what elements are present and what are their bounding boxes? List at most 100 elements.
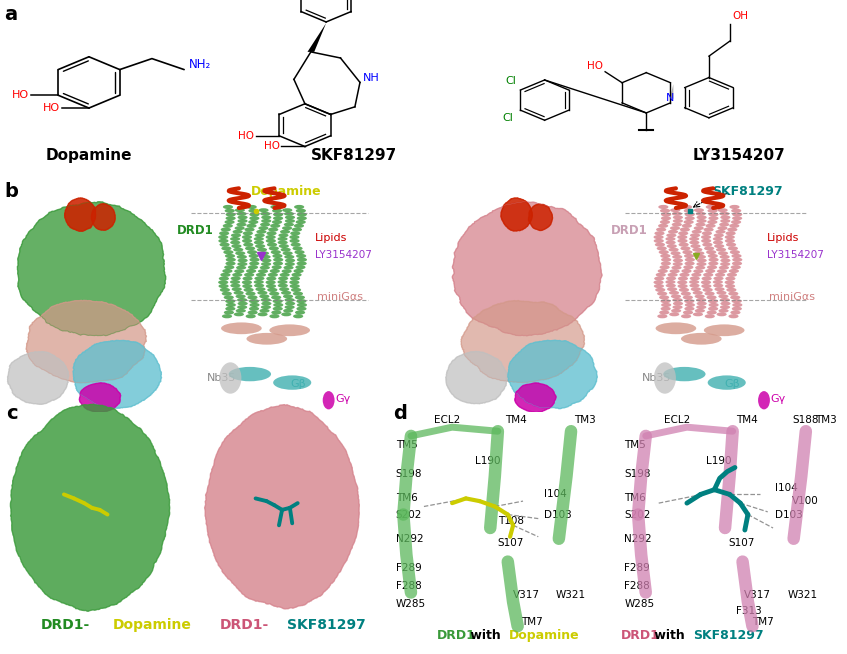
Ellipse shape bbox=[219, 232, 230, 235]
Ellipse shape bbox=[689, 237, 700, 241]
Ellipse shape bbox=[219, 284, 229, 288]
Ellipse shape bbox=[296, 262, 307, 266]
Ellipse shape bbox=[673, 258, 683, 262]
Text: SKF81297: SKF81297 bbox=[311, 148, 397, 163]
Ellipse shape bbox=[659, 311, 669, 315]
Text: Gγ: Gγ bbox=[770, 394, 785, 404]
Ellipse shape bbox=[246, 333, 287, 345]
Ellipse shape bbox=[249, 303, 259, 307]
Ellipse shape bbox=[731, 265, 741, 269]
Ellipse shape bbox=[272, 265, 282, 269]
Ellipse shape bbox=[237, 255, 247, 259]
Ellipse shape bbox=[296, 258, 307, 262]
Ellipse shape bbox=[255, 233, 265, 237]
Text: Dopamine: Dopamine bbox=[509, 629, 580, 642]
Ellipse shape bbox=[271, 250, 281, 254]
Ellipse shape bbox=[657, 269, 667, 273]
Ellipse shape bbox=[293, 292, 303, 296]
Ellipse shape bbox=[668, 230, 678, 233]
Text: S198: S198 bbox=[624, 469, 650, 479]
Ellipse shape bbox=[720, 262, 730, 266]
Ellipse shape bbox=[720, 298, 730, 302]
Ellipse shape bbox=[270, 205, 280, 209]
Ellipse shape bbox=[718, 294, 728, 298]
Ellipse shape bbox=[268, 273, 278, 277]
Ellipse shape bbox=[246, 292, 256, 296]
Ellipse shape bbox=[290, 235, 300, 239]
Ellipse shape bbox=[234, 291, 244, 295]
Ellipse shape bbox=[730, 250, 740, 254]
Ellipse shape bbox=[256, 273, 266, 277]
Ellipse shape bbox=[243, 243, 253, 247]
Ellipse shape bbox=[242, 239, 252, 243]
Ellipse shape bbox=[219, 281, 229, 284]
Polygon shape bbox=[26, 300, 147, 383]
Ellipse shape bbox=[681, 269, 691, 273]
Polygon shape bbox=[91, 204, 115, 230]
Ellipse shape bbox=[732, 299, 742, 303]
Ellipse shape bbox=[666, 284, 676, 288]
Ellipse shape bbox=[705, 269, 715, 273]
Text: T108: T108 bbox=[498, 516, 523, 526]
Ellipse shape bbox=[725, 281, 735, 284]
Ellipse shape bbox=[659, 250, 669, 254]
Ellipse shape bbox=[292, 247, 302, 250]
Ellipse shape bbox=[680, 247, 690, 250]
Text: V317: V317 bbox=[745, 590, 771, 600]
Ellipse shape bbox=[703, 288, 713, 292]
Ellipse shape bbox=[728, 292, 739, 296]
Ellipse shape bbox=[682, 224, 692, 228]
Ellipse shape bbox=[273, 258, 283, 262]
Ellipse shape bbox=[235, 226, 245, 230]
Text: F288: F288 bbox=[396, 581, 422, 591]
Ellipse shape bbox=[249, 258, 259, 262]
Ellipse shape bbox=[225, 299, 235, 303]
Ellipse shape bbox=[242, 235, 252, 239]
Ellipse shape bbox=[290, 239, 300, 243]
Polygon shape bbox=[501, 198, 532, 231]
Text: Lipids: Lipids bbox=[767, 233, 799, 243]
Ellipse shape bbox=[236, 266, 246, 269]
Ellipse shape bbox=[660, 265, 670, 269]
Ellipse shape bbox=[659, 296, 669, 300]
Text: N: N bbox=[666, 93, 674, 103]
Ellipse shape bbox=[732, 262, 742, 266]
Ellipse shape bbox=[222, 292, 232, 296]
Ellipse shape bbox=[684, 213, 695, 216]
Ellipse shape bbox=[693, 269, 703, 273]
Ellipse shape bbox=[704, 324, 745, 336]
Ellipse shape bbox=[703, 273, 713, 277]
Ellipse shape bbox=[678, 232, 689, 235]
Text: L190: L190 bbox=[706, 456, 732, 466]
Ellipse shape bbox=[220, 288, 230, 292]
Polygon shape bbox=[18, 202, 166, 336]
Polygon shape bbox=[529, 204, 552, 230]
Ellipse shape bbox=[294, 205, 304, 209]
Text: Cl: Cl bbox=[503, 113, 513, 123]
Ellipse shape bbox=[242, 277, 252, 281]
Ellipse shape bbox=[695, 294, 705, 298]
Ellipse shape bbox=[667, 273, 678, 277]
Ellipse shape bbox=[681, 314, 691, 318]
Ellipse shape bbox=[690, 244, 700, 248]
Ellipse shape bbox=[284, 266, 294, 269]
Ellipse shape bbox=[678, 284, 688, 288]
Ellipse shape bbox=[257, 269, 268, 273]
Polygon shape bbox=[307, 23, 326, 52]
Text: c: c bbox=[6, 404, 18, 423]
Ellipse shape bbox=[282, 208, 292, 212]
Ellipse shape bbox=[293, 269, 303, 273]
Ellipse shape bbox=[717, 226, 728, 230]
Text: HO: HO bbox=[263, 141, 280, 152]
Ellipse shape bbox=[266, 281, 276, 284]
Polygon shape bbox=[10, 404, 169, 611]
Ellipse shape bbox=[701, 277, 711, 281]
Ellipse shape bbox=[678, 277, 688, 281]
Ellipse shape bbox=[732, 254, 742, 258]
Ellipse shape bbox=[692, 248, 702, 252]
Ellipse shape bbox=[672, 222, 682, 226]
Ellipse shape bbox=[696, 219, 706, 223]
Text: TM7: TM7 bbox=[521, 617, 542, 627]
Ellipse shape bbox=[758, 391, 770, 409]
Ellipse shape bbox=[296, 299, 307, 303]
